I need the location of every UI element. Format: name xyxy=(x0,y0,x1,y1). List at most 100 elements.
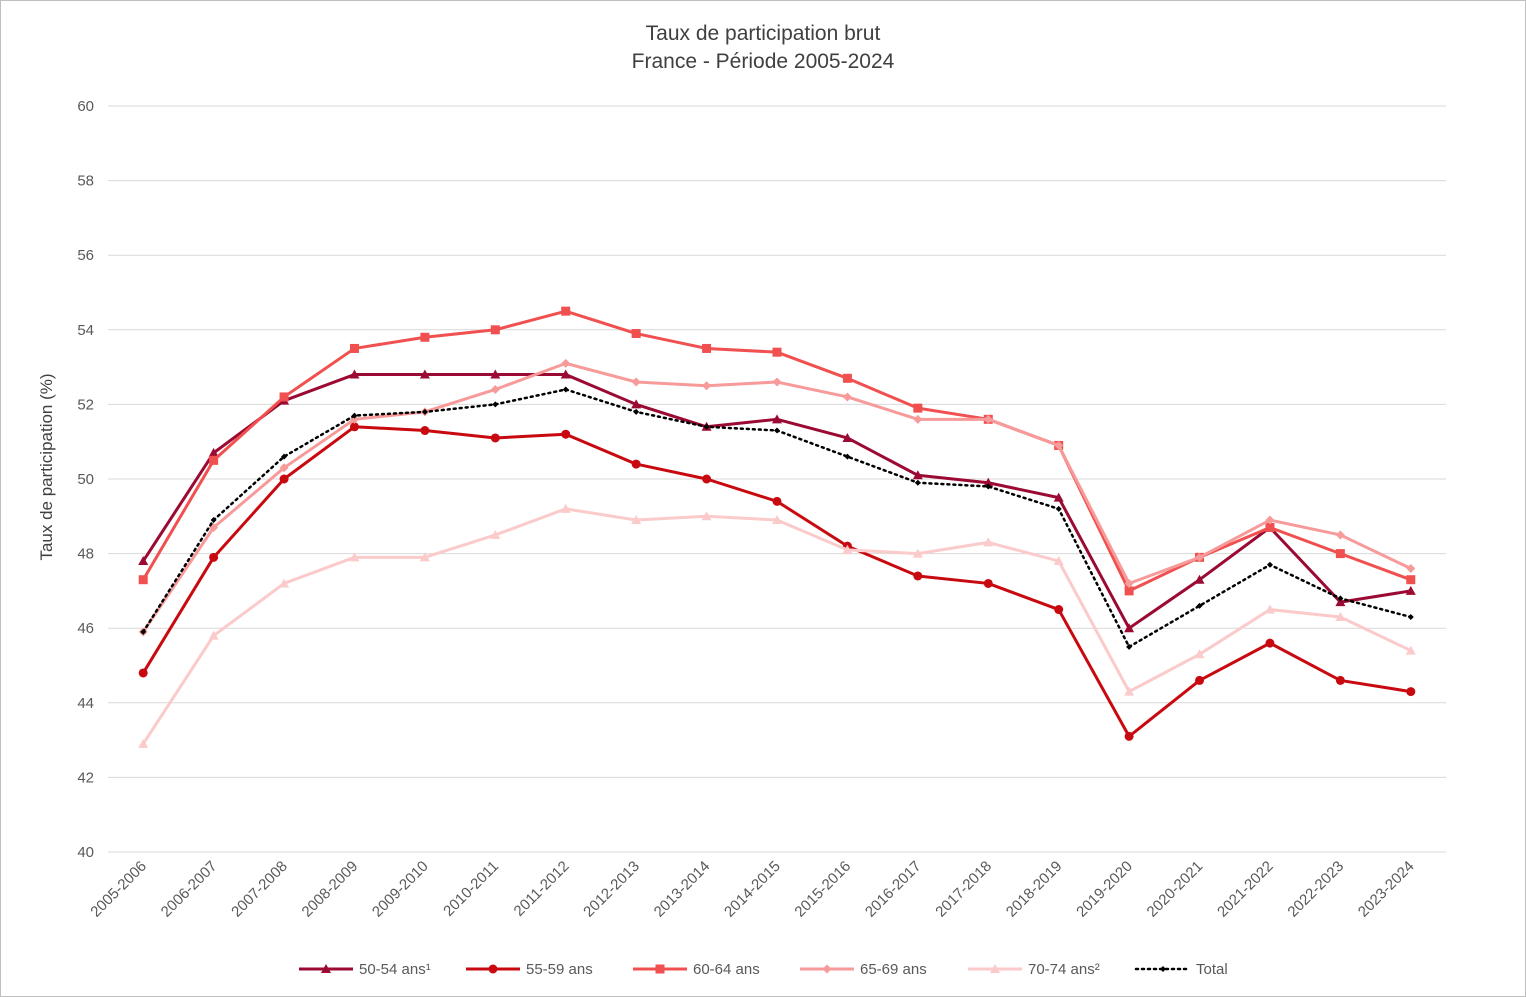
x-tick-label: 2019-2020 xyxy=(1073,858,1136,921)
data-point xyxy=(209,552,219,562)
data-point xyxy=(983,414,993,424)
chart-subtitle: France - Période 2005-2024 xyxy=(632,50,895,73)
x-tick-label: 2015-2016 xyxy=(792,858,855,921)
legend-item: Total xyxy=(1134,961,1228,978)
legend-label: 50-54 ans¹ xyxy=(359,961,431,978)
data-point xyxy=(985,483,992,490)
x-tick-label: 2009-2010 xyxy=(369,858,432,921)
y-axis-label: Taux de participation (%) xyxy=(37,373,56,560)
data-point xyxy=(351,412,358,419)
data-point xyxy=(561,358,571,368)
data-point xyxy=(138,738,149,748)
data-point xyxy=(913,403,923,413)
data-point xyxy=(279,578,290,588)
data-point xyxy=(349,369,360,379)
data-point xyxy=(1337,595,1344,602)
data-point xyxy=(772,347,782,357)
data-point xyxy=(349,422,359,432)
x-tick-label: 2021-2022 xyxy=(1214,858,1277,921)
y-tick-label: 58 xyxy=(77,173,94,190)
data-point xyxy=(490,529,501,539)
data-point xyxy=(562,386,569,393)
data-point xyxy=(1124,731,1134,741)
series-line xyxy=(141,425,1412,738)
x-axis-ticks: 2005-2006 2006-2007 2007-2008 2008-2009 2009… xyxy=(87,858,1417,921)
legend-item: 60-64 ans xyxy=(633,961,760,978)
series-2 xyxy=(138,306,1416,596)
data-point xyxy=(561,306,571,316)
data-point xyxy=(1266,561,1273,568)
data-point xyxy=(631,399,642,409)
data-point xyxy=(1335,549,1345,559)
x-tick-label: 2005-2006 xyxy=(87,858,150,921)
legend-label: 65-69 ans xyxy=(860,961,927,978)
data-point xyxy=(1054,440,1064,450)
data-point xyxy=(822,964,832,974)
data-point xyxy=(1335,597,1346,607)
data-point xyxy=(1405,645,1416,655)
data-point xyxy=(631,377,641,387)
data-point xyxy=(983,578,993,588)
series-4 xyxy=(138,503,1416,748)
series-5 xyxy=(140,386,1414,650)
series-line xyxy=(141,507,1412,745)
data-point xyxy=(1407,614,1414,621)
data-point xyxy=(655,964,665,974)
data-point xyxy=(631,329,641,339)
gridlines xyxy=(108,105,1446,853)
data-point xyxy=(1335,530,1345,540)
legend-item: 50-54 ans¹ xyxy=(299,961,431,978)
data-point xyxy=(1335,675,1345,685)
data-point xyxy=(1335,612,1346,622)
data-point xyxy=(1124,623,1135,633)
data-point xyxy=(490,384,500,394)
data-point xyxy=(420,332,430,342)
data-point xyxy=(913,414,923,424)
x-tick-label: 2010-2011 xyxy=(440,858,502,920)
data-point xyxy=(279,474,289,484)
data-point xyxy=(419,369,430,379)
data-point xyxy=(140,628,147,635)
legend-label: Total xyxy=(1196,961,1228,978)
data-point xyxy=(1053,556,1064,566)
x-tick-label: 2020-2021 xyxy=(1144,858,1207,921)
data-point xyxy=(1194,574,1205,584)
y-tick-label: 44 xyxy=(77,695,94,712)
data-point xyxy=(490,325,500,335)
data-point xyxy=(913,571,923,581)
data-point xyxy=(914,479,921,486)
data-point xyxy=(1264,604,1275,614)
data-point xyxy=(983,477,994,487)
y-tick-label: 52 xyxy=(77,396,94,413)
data-point xyxy=(279,392,289,402)
series-0 xyxy=(138,369,1416,633)
x-tick-label: 2013-2014 xyxy=(651,858,714,921)
data-point xyxy=(844,453,851,460)
data-point xyxy=(138,668,148,678)
legend-label: 60-64 ans xyxy=(693,961,760,978)
data-point xyxy=(208,630,219,640)
data-point xyxy=(1124,578,1134,588)
data-point xyxy=(321,964,331,973)
x-tick-label: 2007-2008 xyxy=(228,858,291,921)
x-tick-label: 2023-2024 xyxy=(1355,858,1418,921)
data-point xyxy=(560,369,571,379)
data-point xyxy=(1124,686,1135,696)
data-point xyxy=(842,432,853,442)
data-point xyxy=(1195,552,1205,562)
y-tick-label: 48 xyxy=(77,546,94,563)
x-tick-label: 2018-2019 xyxy=(1003,858,1066,921)
data-point xyxy=(983,537,994,547)
data-point xyxy=(138,556,149,566)
data-point xyxy=(1406,575,1416,585)
legend: 50-54 ans¹ 55-59 ans 60-64 ans 65-69 ans 70-… xyxy=(299,961,1228,978)
data-point xyxy=(842,373,852,383)
data-point xyxy=(912,470,923,480)
data-point xyxy=(1265,515,1275,525)
y-tick-label: 40 xyxy=(77,844,94,861)
data-point xyxy=(842,392,852,402)
y-tick-label: 54 xyxy=(77,322,94,339)
data-point xyxy=(990,964,1000,973)
